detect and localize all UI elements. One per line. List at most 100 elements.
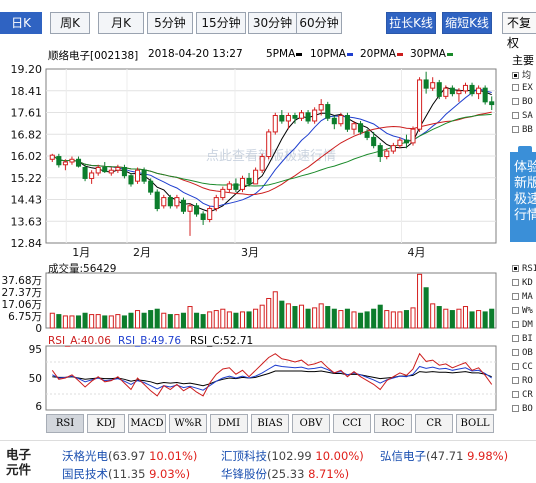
- volume-bar: [82, 312, 88, 329]
- candle-body: [285, 115, 291, 122]
- volume-bar: [312, 307, 318, 329]
- volume-bar: [121, 315, 127, 329]
- option-obv[interactable]: OB: [512, 348, 533, 358]
- option-ma[interactable]: 均: [512, 68, 531, 81]
- option-sa[interactable]: SA: [512, 111, 533, 121]
- no-adjust-select[interactable]: 不复权: [502, 12, 536, 50]
- shorten-kline-button[interactable]: 缩短K线: [442, 12, 492, 34]
- option-kd[interactable]: KD: [512, 278, 533, 288]
- x-tick-label: 3月: [241, 246, 259, 259]
- option-bias[interactable]: BI: [512, 334, 533, 344]
- candle-body: [69, 158, 75, 163]
- candle-body: [102, 166, 108, 173]
- tab-dmi[interactable]: DMI: [210, 414, 248, 433]
- candle-body: [456, 90, 462, 95]
- tab-30min[interactable]: 30分钟: [248, 12, 297, 34]
- rsi-y-tick: 50: [29, 373, 42, 385]
- tab-wr[interactable]: W%R: [169, 414, 207, 433]
- candle-body: [377, 145, 383, 158]
- tab-5min[interactable]: 5分钟: [147, 12, 193, 34]
- option-rsi[interactable]: RSI: [512, 264, 536, 274]
- promo-tab-icon: [518, 146, 532, 160]
- tab-cr[interactable]: CR: [415, 414, 453, 433]
- sector-stock-link[interactable]: 汇顶科技(102.99 10.00%): [221, 449, 364, 463]
- volume-bar: [318, 303, 324, 329]
- option-dmi[interactable]: DM: [512, 320, 533, 330]
- sector-stock-link[interactable]: 国民技术(11.35 9.03%): [62, 467, 191, 481]
- candle-body: [233, 183, 239, 190]
- tab-15min[interactable]: 15分钟: [196, 12, 246, 34]
- volume-bar: [325, 306, 331, 329]
- volume-y-tick: 37.68万: [1, 275, 42, 287]
- new-quotes-promo[interactable]: 体验 新版 极速 行情: [510, 146, 536, 242]
- candle-body: [436, 82, 442, 97]
- volume-bar: [194, 312, 200, 329]
- tab-daily-k[interactable]: 日K: [0, 12, 42, 34]
- option-cci[interactable]: CC: [512, 362, 533, 372]
- volume-bar: [338, 310, 344, 329]
- sector-stock-link[interactable]: 华锋股份(25.33 8.71%): [221, 467, 350, 481]
- candle-body: [371, 136, 377, 147]
- volume-bar: [351, 311, 357, 329]
- tab-60min[interactable]: 60分钟: [296, 12, 342, 34]
- tab-roc[interactable]: ROC: [374, 414, 412, 433]
- sector-stock-link[interactable]: 弘信电子(47.71 9.98%): [380, 449, 509, 463]
- chart-header: 顺络电子[002138] 2018-04-20 13:27 5PMA 10PMA…: [48, 48, 496, 64]
- extend-kline-button[interactable]: 拉长K线: [386, 12, 436, 34]
- volume-bar: [371, 308, 377, 329]
- volume-bar: [226, 311, 232, 329]
- option-macd[interactable]: MA: [512, 292, 533, 302]
- option-bo[interactable]: BO: [512, 97, 533, 107]
- volume-bar: [161, 312, 167, 329]
- candle-body: [312, 109, 318, 122]
- tab-obv[interactable]: OBV: [292, 414, 330, 433]
- sector-label: 电子元件: [6, 447, 32, 477]
- option-roc[interactable]: RO: [512, 376, 533, 386]
- candle-body: [351, 123, 357, 130]
- tab-boll[interactable]: BOLL: [456, 414, 494, 433]
- candle-body: [161, 197, 167, 207]
- panel-title: 主要: [512, 54, 534, 67]
- volume-bar: [476, 310, 482, 329]
- option-ex[interactable]: EX: [512, 83, 533, 93]
- candle-body: [200, 213, 206, 220]
- volume-bar: [167, 314, 173, 329]
- option-wr[interactable]: W%: [512, 306, 533, 316]
- tab-cci[interactable]: CCI: [333, 414, 371, 433]
- x-tick-label: 1月: [72, 246, 90, 259]
- promo-line: 行情: [514, 208, 536, 223]
- candle-body: [397, 139, 403, 147]
- option-bb[interactable]: BB: [512, 125, 533, 135]
- tab-monthly-k[interactable]: 月K: [98, 12, 144, 34]
- tab-bias[interactable]: BIAS: [251, 414, 289, 433]
- candle-body: [259, 156, 265, 171]
- tab-weekly-k[interactable]: 周K: [50, 12, 90, 34]
- option-boll[interactable]: BO: [512, 404, 533, 414]
- candle-body: [364, 131, 370, 138]
- candle-body: [180, 199, 186, 212]
- candle-body: [443, 87, 449, 97]
- tab-kdj[interactable]: KDJ: [87, 414, 125, 433]
- candle-body: [253, 169, 259, 185]
- sector-stock-link[interactable]: 沃格光电(63.97 10.01%): [62, 449, 198, 463]
- candle-body: [95, 166, 101, 174]
- rsi-legend-label: RSI_A:40.06: [48, 335, 111, 347]
- volume-bar: [62, 315, 68, 329]
- volume-bar: [390, 311, 396, 329]
- option-cr[interactable]: CR: [512, 390, 533, 400]
- volume-bar: [397, 311, 403, 329]
- candle-body: [305, 112, 311, 122]
- volume-bar: [128, 312, 134, 329]
- candle-body: [266, 131, 272, 158]
- ma30-legend: 30PMA: [410, 48, 453, 60]
- volume-bar: [344, 308, 350, 329]
- y-tick-label: 14.43: [11, 194, 43, 207]
- candlestick-chart[interactable]: 19.20 18.41 17.61 16.82 16.02 15.22 14.43 13.63…: [0, 60, 500, 260]
- volume-bar: [246, 311, 252, 329]
- candle-body: [213, 197, 219, 210]
- volume-bar: [69, 315, 75, 329]
- candle-body: [115, 166, 121, 171]
- tab-rsi[interactable]: RSI: [46, 414, 84, 433]
- tab-macd[interactable]: MACD: [128, 414, 166, 433]
- volume-bar: [102, 315, 108, 329]
